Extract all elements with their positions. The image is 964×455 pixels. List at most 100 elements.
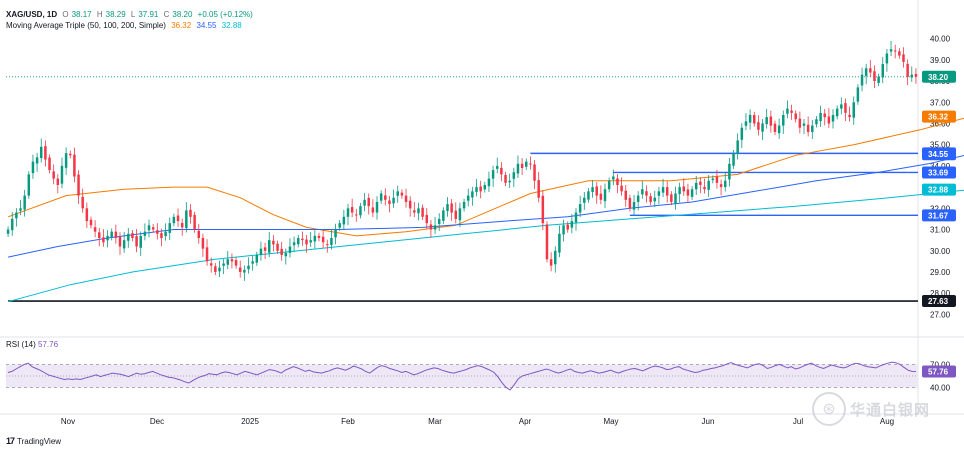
candle-body xyxy=(176,215,180,222)
candle-body xyxy=(98,232,101,239)
candle-body xyxy=(678,187,681,195)
y-tick-label: 39.00 xyxy=(930,56,951,65)
candle-body xyxy=(699,181,702,185)
candle-body xyxy=(703,186,706,190)
candle-body xyxy=(52,171,55,179)
candle-body xyxy=(732,153,735,166)
candle-body xyxy=(230,259,234,262)
candle-body xyxy=(156,230,159,234)
candle-body xyxy=(205,247,209,262)
symbol-label: XAG/USD, 1D xyxy=(6,10,58,19)
candle-body xyxy=(466,195,470,201)
candle-body xyxy=(73,154,76,177)
candle-body xyxy=(516,163,520,174)
candle-body xyxy=(665,187,669,196)
candle-body xyxy=(168,223,171,233)
candle-body xyxy=(570,221,574,228)
candle-body xyxy=(60,165,64,184)
candle-body xyxy=(48,157,51,171)
ma50-value: 36.32 xyxy=(171,21,192,30)
candle-body xyxy=(529,163,532,165)
x-tick-label: Jun xyxy=(702,417,715,426)
candle-body xyxy=(89,219,93,226)
candle-body xyxy=(607,180,611,190)
candle-body xyxy=(583,197,586,203)
candle-body xyxy=(649,196,652,202)
candle-body xyxy=(429,224,433,230)
candle-body xyxy=(31,161,35,174)
candle-body xyxy=(355,214,358,216)
candle-body xyxy=(64,153,68,168)
candle-body xyxy=(848,114,851,118)
candle-body xyxy=(707,180,710,190)
candle-body xyxy=(421,207,424,217)
candle-body xyxy=(790,110,793,113)
rsi-value-tag-bg xyxy=(922,365,956,378)
x-tick-label: Nov xyxy=(61,417,75,426)
candle-body xyxy=(326,244,329,246)
price-tag-bg xyxy=(922,148,956,161)
candle-body xyxy=(371,207,375,213)
candle-body xyxy=(587,191,590,200)
candle-body xyxy=(288,246,292,253)
candle-body xyxy=(118,236,122,247)
candle-body xyxy=(172,216,176,224)
candle-body xyxy=(214,266,217,272)
candle-body xyxy=(757,122,760,130)
candle-body xyxy=(147,225,151,231)
ma100-value: 34.55 xyxy=(196,21,217,30)
candle-body xyxy=(6,229,10,234)
candle-body xyxy=(375,201,379,213)
x-tick-label: Jul xyxy=(793,417,803,426)
high-label: H xyxy=(96,10,103,19)
ma200-value: 32.88 xyxy=(221,21,242,30)
candle-body xyxy=(127,233,130,241)
rsi-label: RSI (14) xyxy=(6,340,36,349)
tradingview-icon: 17 xyxy=(6,436,15,446)
candle-body xyxy=(160,233,163,239)
candle-body xyxy=(433,225,437,230)
candle-body xyxy=(881,64,885,78)
candle-body xyxy=(541,195,545,224)
candle-body xyxy=(620,185,623,192)
candle-body xyxy=(56,178,60,185)
candle-body xyxy=(641,189,644,195)
close-value: 38.20 xyxy=(172,10,193,19)
y-tick-label: 27.00 xyxy=(930,310,951,319)
y-tick-label: 32.00 xyxy=(930,204,951,213)
candle-body xyxy=(508,180,511,183)
tradingview-logo[interactable]: 17 TradingView xyxy=(6,436,61,446)
candle-body xyxy=(794,113,797,120)
candle-body xyxy=(10,218,14,231)
candle-body xyxy=(512,172,516,179)
moving-average-line xyxy=(7,155,964,258)
candle-body xyxy=(558,233,561,253)
candle-body xyxy=(350,207,354,213)
candle-body xyxy=(77,174,80,196)
candle-body xyxy=(404,195,408,202)
candle-body xyxy=(869,68,872,73)
candle-body xyxy=(574,212,578,223)
candle-body xyxy=(798,118,802,128)
candle-body xyxy=(782,114,785,126)
candle-body xyxy=(234,260,238,266)
candle-body xyxy=(902,54,905,62)
candle-body xyxy=(379,193,383,201)
candle-body xyxy=(603,189,607,202)
candle-body xyxy=(81,196,84,209)
candle-body xyxy=(209,263,213,266)
rsi-tick-label: 40.00 xyxy=(930,384,951,393)
candle-body xyxy=(835,108,839,117)
candle-body xyxy=(243,269,246,273)
candle-body xyxy=(562,225,565,235)
candle-body xyxy=(272,240,275,245)
candle-body xyxy=(263,247,267,251)
candle-body xyxy=(736,140,739,154)
candle-body xyxy=(193,214,196,230)
y-tick-label: 30.00 xyxy=(930,247,951,256)
candle-body xyxy=(815,119,818,125)
candle-body xyxy=(744,121,748,126)
candle-body xyxy=(93,227,97,232)
